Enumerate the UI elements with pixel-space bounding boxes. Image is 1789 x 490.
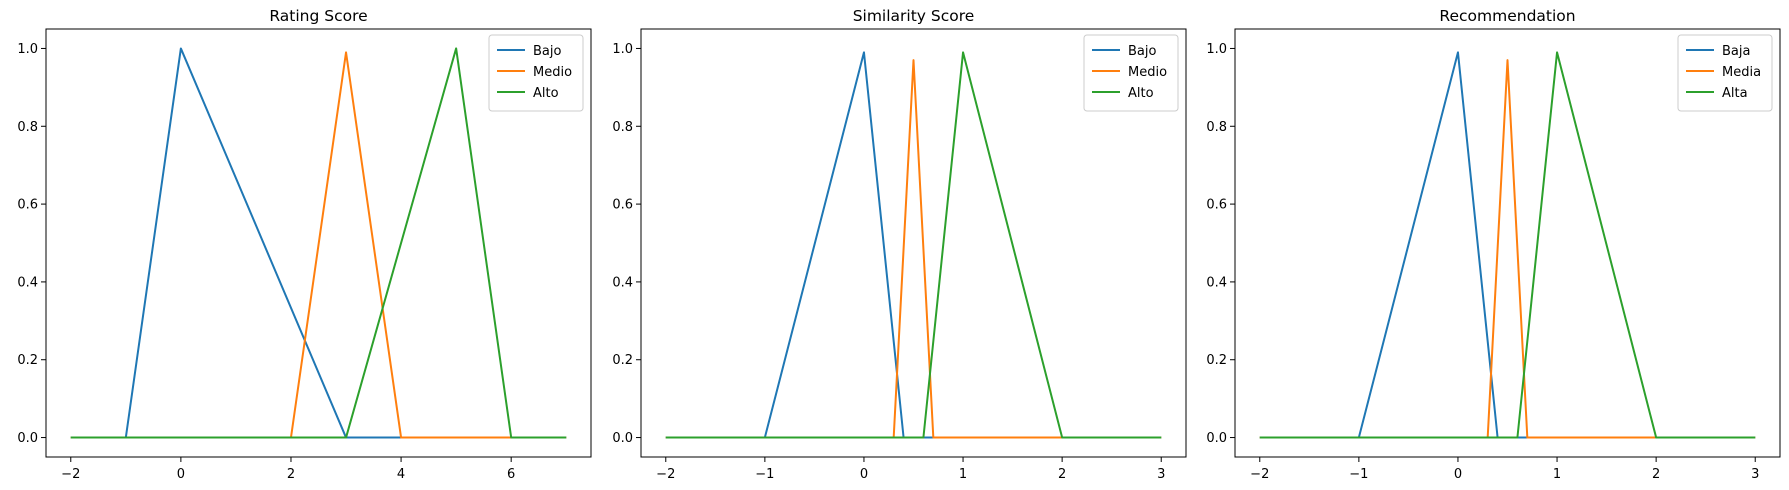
x-tick-label: −2 — [61, 467, 80, 482]
x-tick-label: 1 — [959, 467, 967, 482]
chart-title: Similarity Score — [853, 7, 975, 25]
x-tick-label: 2 — [1652, 467, 1660, 482]
legend-label-medio: Medio — [1128, 65, 1167, 80]
axes-frame — [1234, 28, 1781, 458]
y-tick-label: 1.0 — [17, 42, 38, 57]
x-tick-label: 2 — [1058, 467, 1066, 482]
legend-label-bajo: Bajo — [533, 44, 561, 59]
chart-title: Rating Score — [269, 7, 367, 25]
legend-label-alto: Alto — [1128, 86, 1154, 101]
x-tick-label: 0 — [177, 467, 185, 482]
y-tick-label: 0.4 — [17, 275, 38, 290]
y-tick-label: 0.4 — [1206, 275, 1227, 290]
y-tick-label: 0.8 — [612, 120, 633, 135]
y-tick-label: 0.6 — [17, 198, 38, 213]
legend: Bajo Medio Alto — [488, 34, 584, 112]
y-tick-label: 0.2 — [17, 353, 38, 368]
y-tick-label: 0.0 — [612, 431, 633, 446]
y-tick-label: 1.0 — [1206, 42, 1227, 57]
series-line-alto — [70, 47, 567, 439]
x-tick-label: 3 — [1157, 467, 1165, 482]
y-tick-label: 0.6 — [1206, 198, 1227, 213]
axes-frame — [45, 28, 592, 458]
series-line-alto — [665, 51, 1162, 439]
y-tick-label: 0.6 — [612, 198, 633, 213]
chart-panel-0: −2 0 2 4 6 0.0 0.2 0.4 0.6 0.8 1.0 Rating Score Bajo… — [17, 7, 592, 482]
chart-title: Recommendation — [1439, 7, 1575, 25]
y-tick-label: 0.0 — [1206, 431, 1227, 446]
series-line-media — [1259, 59, 1756, 439]
x-tick-label: 6 — [507, 467, 515, 482]
x-tick-label: −1 — [755, 467, 774, 482]
axes-frame — [640, 28, 1187, 458]
y-tick-label: 1.0 — [612, 42, 633, 57]
y-tick-label: 0.2 — [612, 353, 633, 368]
x-tick-label: −2 — [656, 467, 675, 482]
x-tick-label: −2 — [1250, 467, 1269, 482]
legend-label-bajo: Bajo — [1128, 44, 1156, 59]
x-tick-label: 0 — [860, 467, 868, 482]
legend-label-alta: Alta — [1722, 86, 1748, 101]
legend-label-media: Media — [1722, 65, 1761, 80]
legend: Bajo Medio Alto — [1083, 34, 1179, 112]
legend-label-medio: Medio — [533, 65, 572, 80]
series-line-alta — [1259, 51, 1756, 439]
y-tick-label: 0.8 — [17, 120, 38, 135]
chart-panel-1: −2 −1 0 1 2 3 0.0 0.2 0.4 0.6 0.8 1.0 Similarity Sco… — [612, 7, 1187, 482]
legend-label-alto: Alto — [533, 86, 559, 101]
y-tick-label: 0.2 — [1206, 353, 1227, 368]
legend: Baja Media Alta — [1677, 34, 1773, 112]
y-tick-label: 0.8 — [1206, 120, 1227, 135]
y-tick-label: 0.0 — [17, 431, 38, 446]
x-tick-label: 0 — [1454, 467, 1462, 482]
x-tick-label: −1 — [1349, 467, 1368, 482]
x-tick-label: 3 — [1751, 467, 1759, 482]
x-tick-label: 2 — [287, 467, 295, 482]
y-tick-label: 0.4 — [612, 275, 633, 290]
legend-label-baja: Baja — [1722, 44, 1750, 59]
x-tick-label: 4 — [397, 467, 405, 482]
series-line-medio — [665, 59, 1162, 439]
x-tick-label: 1 — [1553, 467, 1561, 482]
chart-panel-2: −2 −1 0 1 2 3 0.0 0.2 0.4 0.6 0.8 1.0 Recommendation… — [1206, 7, 1781, 482]
